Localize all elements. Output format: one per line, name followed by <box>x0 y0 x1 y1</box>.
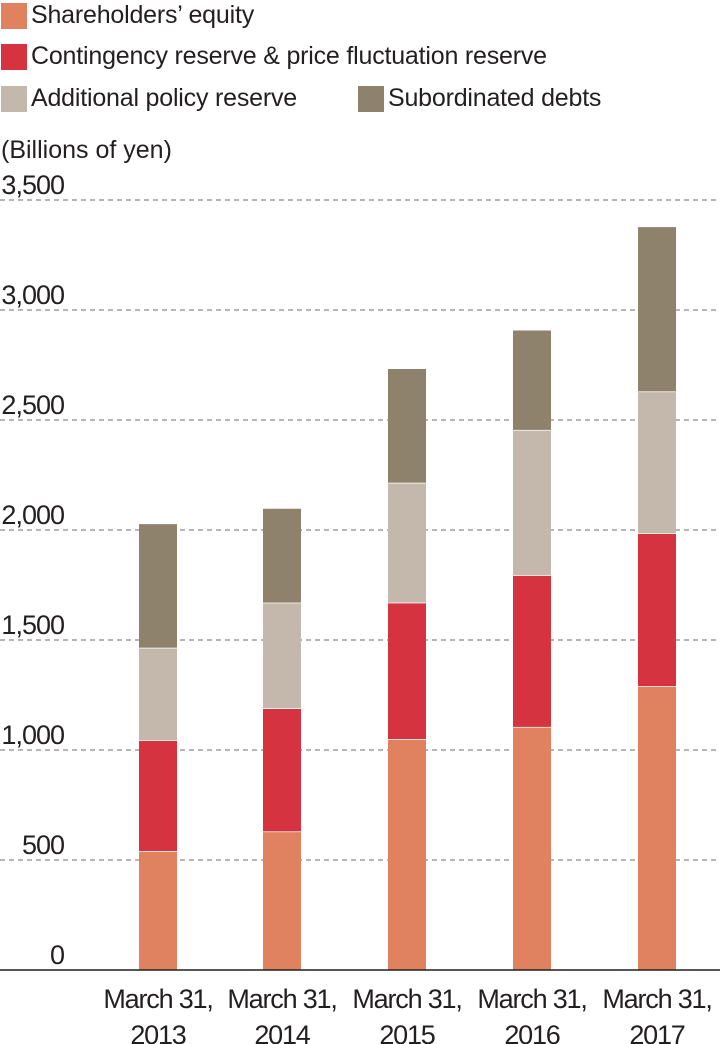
x-tick-label: 2017 <box>629 1020 684 1044</box>
bar-segment <box>638 686 676 970</box>
x-tick-label: 2014 <box>254 1020 310 1044</box>
bar-segment <box>139 647 177 741</box>
bar-segment <box>638 391 676 534</box>
legend-label: Shareholders’ equity <box>31 1 254 29</box>
y-tick-label: 0 <box>50 940 64 970</box>
bar-segment <box>388 368 426 483</box>
x-tick-label: March 31, <box>477 984 586 1014</box>
y-tick-label: 3,000 <box>1 280 64 310</box>
y-tick-label: 1,000 <box>1 720 64 750</box>
bar-segment <box>513 575 551 727</box>
legend-swatch <box>358 85 384 112</box>
legend-swatch <box>1 85 27 112</box>
legend-label: Contingency reserve & price fluctuation … <box>31 42 547 70</box>
legend-item: Additional policy reserve <box>1 84 297 113</box>
x-tick-label: 2015 <box>379 1020 434 1044</box>
legend-label: Subordinated debts <box>388 84 602 112</box>
legend-label: Additional policy reserve <box>31 84 297 112</box>
x-tick-label: 2013 <box>130 1020 185 1044</box>
bar-segment <box>638 533 676 687</box>
bar-segment <box>388 602 426 739</box>
bar-segment <box>263 602 301 709</box>
chart-legend: Shareholders’ equity Contingency reserve … <box>0 0 720 120</box>
bar-segment <box>513 726 551 970</box>
bar-segment <box>139 851 177 970</box>
legend-item: Contingency reserve & price fluctuation … <box>1 42 547 71</box>
bar-segment <box>638 226 676 392</box>
y-tick-label: 1,500 <box>1 610 64 640</box>
x-tick-label: 2016 <box>504 1020 559 1044</box>
legend-swatch <box>1 43 27 70</box>
bar-segment <box>388 739 426 970</box>
y-tick-label: 2,500 <box>1 390 64 420</box>
y-tick-label: 2,000 <box>1 500 64 530</box>
y-tick-label: 500 <box>22 830 64 860</box>
bar-segment <box>513 329 551 430</box>
bar-segment <box>388 482 426 603</box>
x-tick-label: March 31, <box>103 984 212 1014</box>
x-tick-label: March 31, <box>352 984 461 1014</box>
y-unit-label: (Billions of yen) <box>1 136 172 164</box>
bar-segment <box>139 523 177 648</box>
x-tick-label: March 31, <box>227 984 336 1014</box>
bar-segment <box>139 740 177 852</box>
bar-segment <box>263 508 301 603</box>
x-tick-label: March 31, <box>602 984 711 1014</box>
y-tick-label: 3,500 <box>1 170 64 200</box>
bar-segment <box>513 429 551 576</box>
legend-item: Shareholders’ equity <box>1 1 254 30</box>
bar-segment <box>263 831 301 970</box>
legend-swatch <box>1 2 27 29</box>
legend-item: Subordinated debts <box>358 84 601 113</box>
bar-segment <box>263 708 301 832</box>
